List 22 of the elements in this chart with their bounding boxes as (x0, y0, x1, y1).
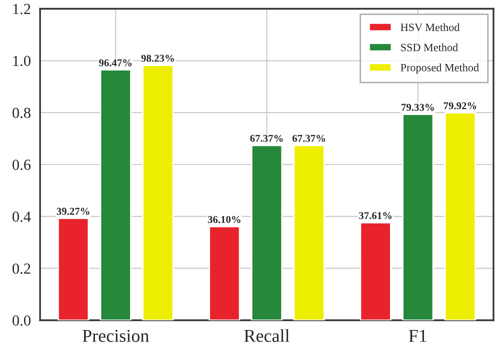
data-label: 96.47% (99, 59, 132, 66)
data-label: 37.61% (359, 212, 392, 220)
legend-label: SSD Method (401, 43, 458, 52)
y-tick-label: 0.2 (12, 263, 30, 274)
y-tick-label: 0.0 (12, 315, 30, 326)
data-label: 36.10% (208, 216, 240, 224)
legend-label: Proposed Method (400, 64, 479, 74)
data-label: 67.37% (250, 134, 283, 142)
legend-label: HSV Method (400, 23, 460, 32)
data-label: 79.92% (444, 102, 476, 110)
data-label: 39.27% (56, 208, 90, 215)
x-tick-label: Precision (82, 330, 149, 342)
x-tick-label: F1 (408, 330, 426, 342)
y-tick-label: 1.2 (13, 4, 30, 14)
data-label: 79.33% (402, 104, 434, 111)
y-tick-label: 0.6 (12, 160, 31, 170)
data-label: 67.37% (292, 134, 326, 142)
y-tick-label: 1.0 (13, 56, 30, 66)
y-tick-label: 0.4 (12, 212, 31, 222)
x-tick-label: Recall (244, 329, 290, 342)
y-tick-label: 0.8 (12, 108, 30, 118)
data-label: 98.23% (141, 54, 174, 62)
